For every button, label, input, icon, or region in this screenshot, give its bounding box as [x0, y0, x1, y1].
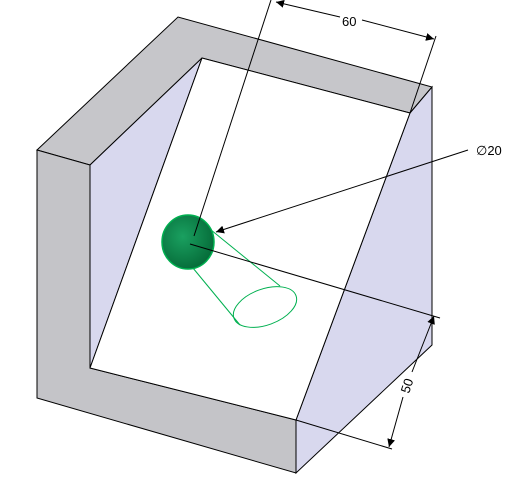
dimension-hole-diameter[interactable]: ∅20 [215, 143, 502, 234]
part-body[interactable] [36, 16, 433, 475]
circular-hole[interactable] [161, 214, 215, 270]
dimension-depth-label: 50 [398, 377, 417, 395]
hole-axis-cylinder [187, 220, 298, 328]
extension-line-bottom [295, 419, 393, 450]
leader-line [215, 149, 469, 234]
dimension-line-width [275, 0, 341, 18]
dimension-line-depth-lower [387, 396, 404, 448]
extension-line-left [193, 0, 272, 237]
extension-line-right [409, 35, 437, 114]
dimension-depth[interactable]: 50 [295, 315, 435, 450]
hole-center-reference-line [189, 243, 441, 319]
dimension-width-label: 60 [342, 14, 356, 29]
hole-diameter-label: ∅20 [476, 143, 502, 158]
dimension-width[interactable]: 60 [193, 0, 437, 237]
dimension-line-depth-upper [411, 315, 435, 373]
dimension-line-width-right [361, 19, 435, 41]
